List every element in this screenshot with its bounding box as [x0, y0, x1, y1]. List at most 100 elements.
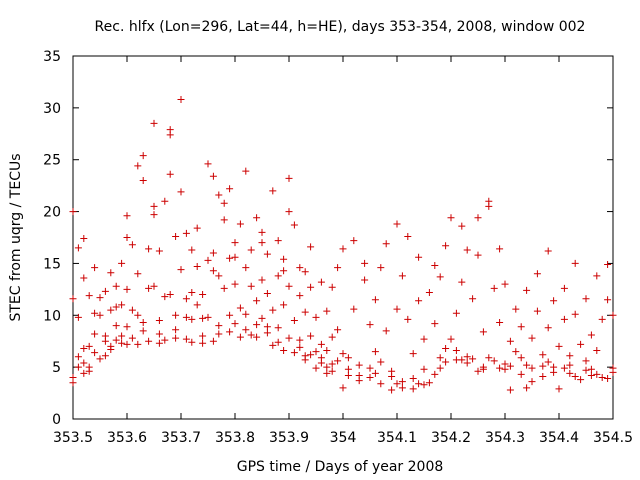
y-tick-label: 10 — [43, 308, 61, 324]
data-point — [307, 332, 315, 340]
data-point — [431, 262, 439, 270]
data-point — [247, 246, 255, 254]
x-tick: 354.3 — [485, 56, 525, 446]
data-point — [85, 342, 93, 350]
data-point — [199, 291, 207, 299]
data-point — [296, 336, 304, 344]
x-tick: 354.4 — [539, 56, 579, 446]
data-point — [458, 222, 466, 230]
data-point — [269, 187, 277, 195]
data-point — [355, 377, 363, 385]
data-point — [231, 239, 239, 247]
data-point — [388, 386, 396, 394]
data-point — [517, 323, 525, 331]
data-point — [193, 224, 201, 232]
data-point — [74, 363, 82, 371]
data-point — [242, 264, 250, 272]
data-point — [220, 216, 228, 224]
data-point — [517, 354, 525, 362]
data-point — [539, 372, 547, 380]
data-point — [420, 381, 428, 389]
data-point — [442, 242, 450, 250]
data-point — [123, 323, 131, 331]
data-point — [301, 308, 309, 316]
data-point — [150, 282, 158, 290]
data-point — [269, 341, 277, 349]
data-point — [587, 371, 595, 379]
data-point — [382, 240, 390, 248]
data-point — [285, 334, 293, 342]
data-point — [582, 295, 590, 303]
data-point — [344, 365, 352, 373]
y-tick-label: 35 — [43, 49, 61, 65]
data-point — [139, 319, 147, 327]
data-point — [339, 350, 347, 358]
data-point — [166, 170, 174, 178]
data-point — [366, 321, 374, 329]
data-point — [398, 272, 406, 280]
data-point — [155, 316, 163, 324]
chart-title: Rec. hlfx (Lon=296, Lat=44, h=HE), days … — [95, 19, 586, 35]
data-point — [301, 356, 309, 364]
data-point — [593, 272, 601, 280]
data-point — [118, 301, 126, 309]
data-point — [85, 363, 93, 371]
data-point — [253, 214, 261, 222]
data-point — [560, 315, 568, 323]
data-point — [80, 369, 88, 377]
data-point — [312, 348, 320, 356]
data-point — [301, 268, 309, 276]
data-point — [193, 301, 201, 309]
data-point — [479, 328, 487, 336]
data-point — [253, 297, 261, 305]
data-point — [242, 167, 250, 175]
data-point — [328, 360, 336, 368]
data-point — [506, 386, 514, 394]
data-point — [528, 364, 536, 372]
data-point — [134, 311, 142, 319]
data-points — [69, 96, 617, 394]
y-tick-label: 0 — [52, 412, 61, 428]
data-point — [199, 339, 207, 347]
data-point — [533, 270, 541, 278]
data-point — [188, 246, 196, 254]
data-point — [226, 311, 234, 319]
data-point — [415, 253, 423, 261]
data-point — [145, 245, 153, 253]
data-point — [280, 347, 288, 355]
data-point — [555, 385, 563, 393]
data-point — [328, 333, 336, 341]
data-point — [209, 172, 217, 180]
data-point — [247, 282, 255, 290]
data-point — [571, 310, 579, 318]
data-point — [74, 353, 82, 361]
data-point — [215, 322, 223, 330]
data-point — [404, 315, 412, 323]
x-tick: 354 — [330, 56, 356, 446]
data-point — [150, 119, 158, 127]
data-point — [544, 247, 552, 255]
data-point — [382, 327, 390, 335]
x-tick-label: 354.4 — [539, 430, 579, 446]
data-point — [209, 267, 217, 275]
data-point — [377, 264, 385, 272]
data-point — [231, 253, 239, 261]
data-point — [215, 272, 223, 280]
data-point — [128, 334, 136, 342]
data-point — [285, 174, 293, 182]
y-tick: 15 — [43, 256, 613, 272]
data-point — [452, 309, 460, 317]
data-point — [550, 297, 558, 305]
data-point — [280, 301, 288, 309]
data-point — [172, 334, 180, 342]
data-point — [296, 264, 304, 272]
data-point — [74, 244, 82, 252]
data-point — [155, 247, 163, 255]
data-point — [334, 264, 342, 272]
data-point — [274, 237, 282, 245]
data-point — [447, 214, 455, 222]
data-point — [285, 282, 293, 290]
data-point — [96, 311, 104, 319]
data-point — [323, 369, 331, 377]
